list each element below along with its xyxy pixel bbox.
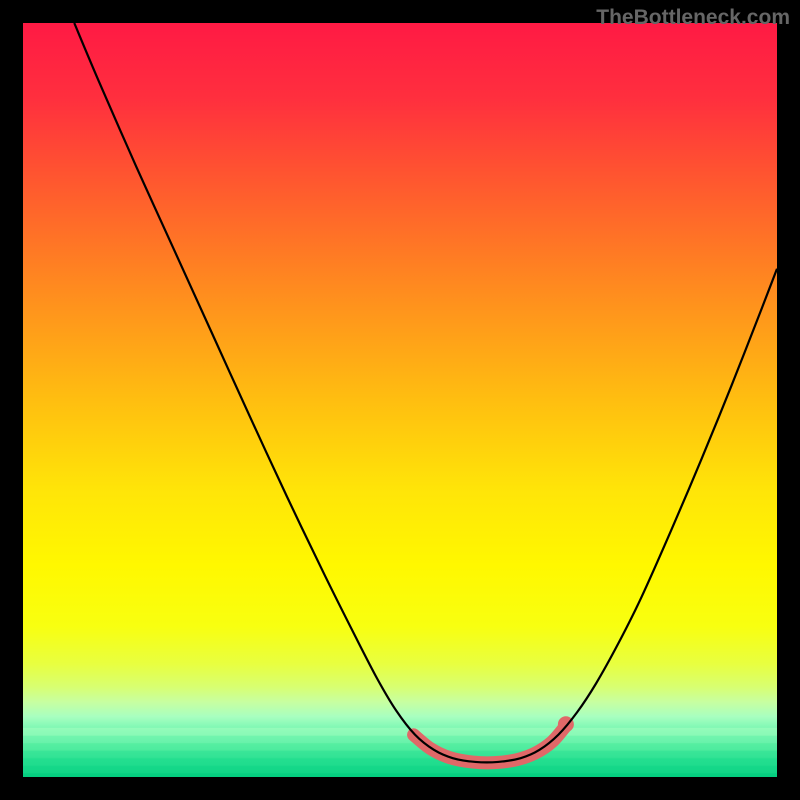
bottleneck-curve bbox=[23, 23, 777, 777]
watermark-text: TheBottleneck.com bbox=[596, 6, 790, 30]
bottleneck-chart bbox=[23, 23, 777, 777]
